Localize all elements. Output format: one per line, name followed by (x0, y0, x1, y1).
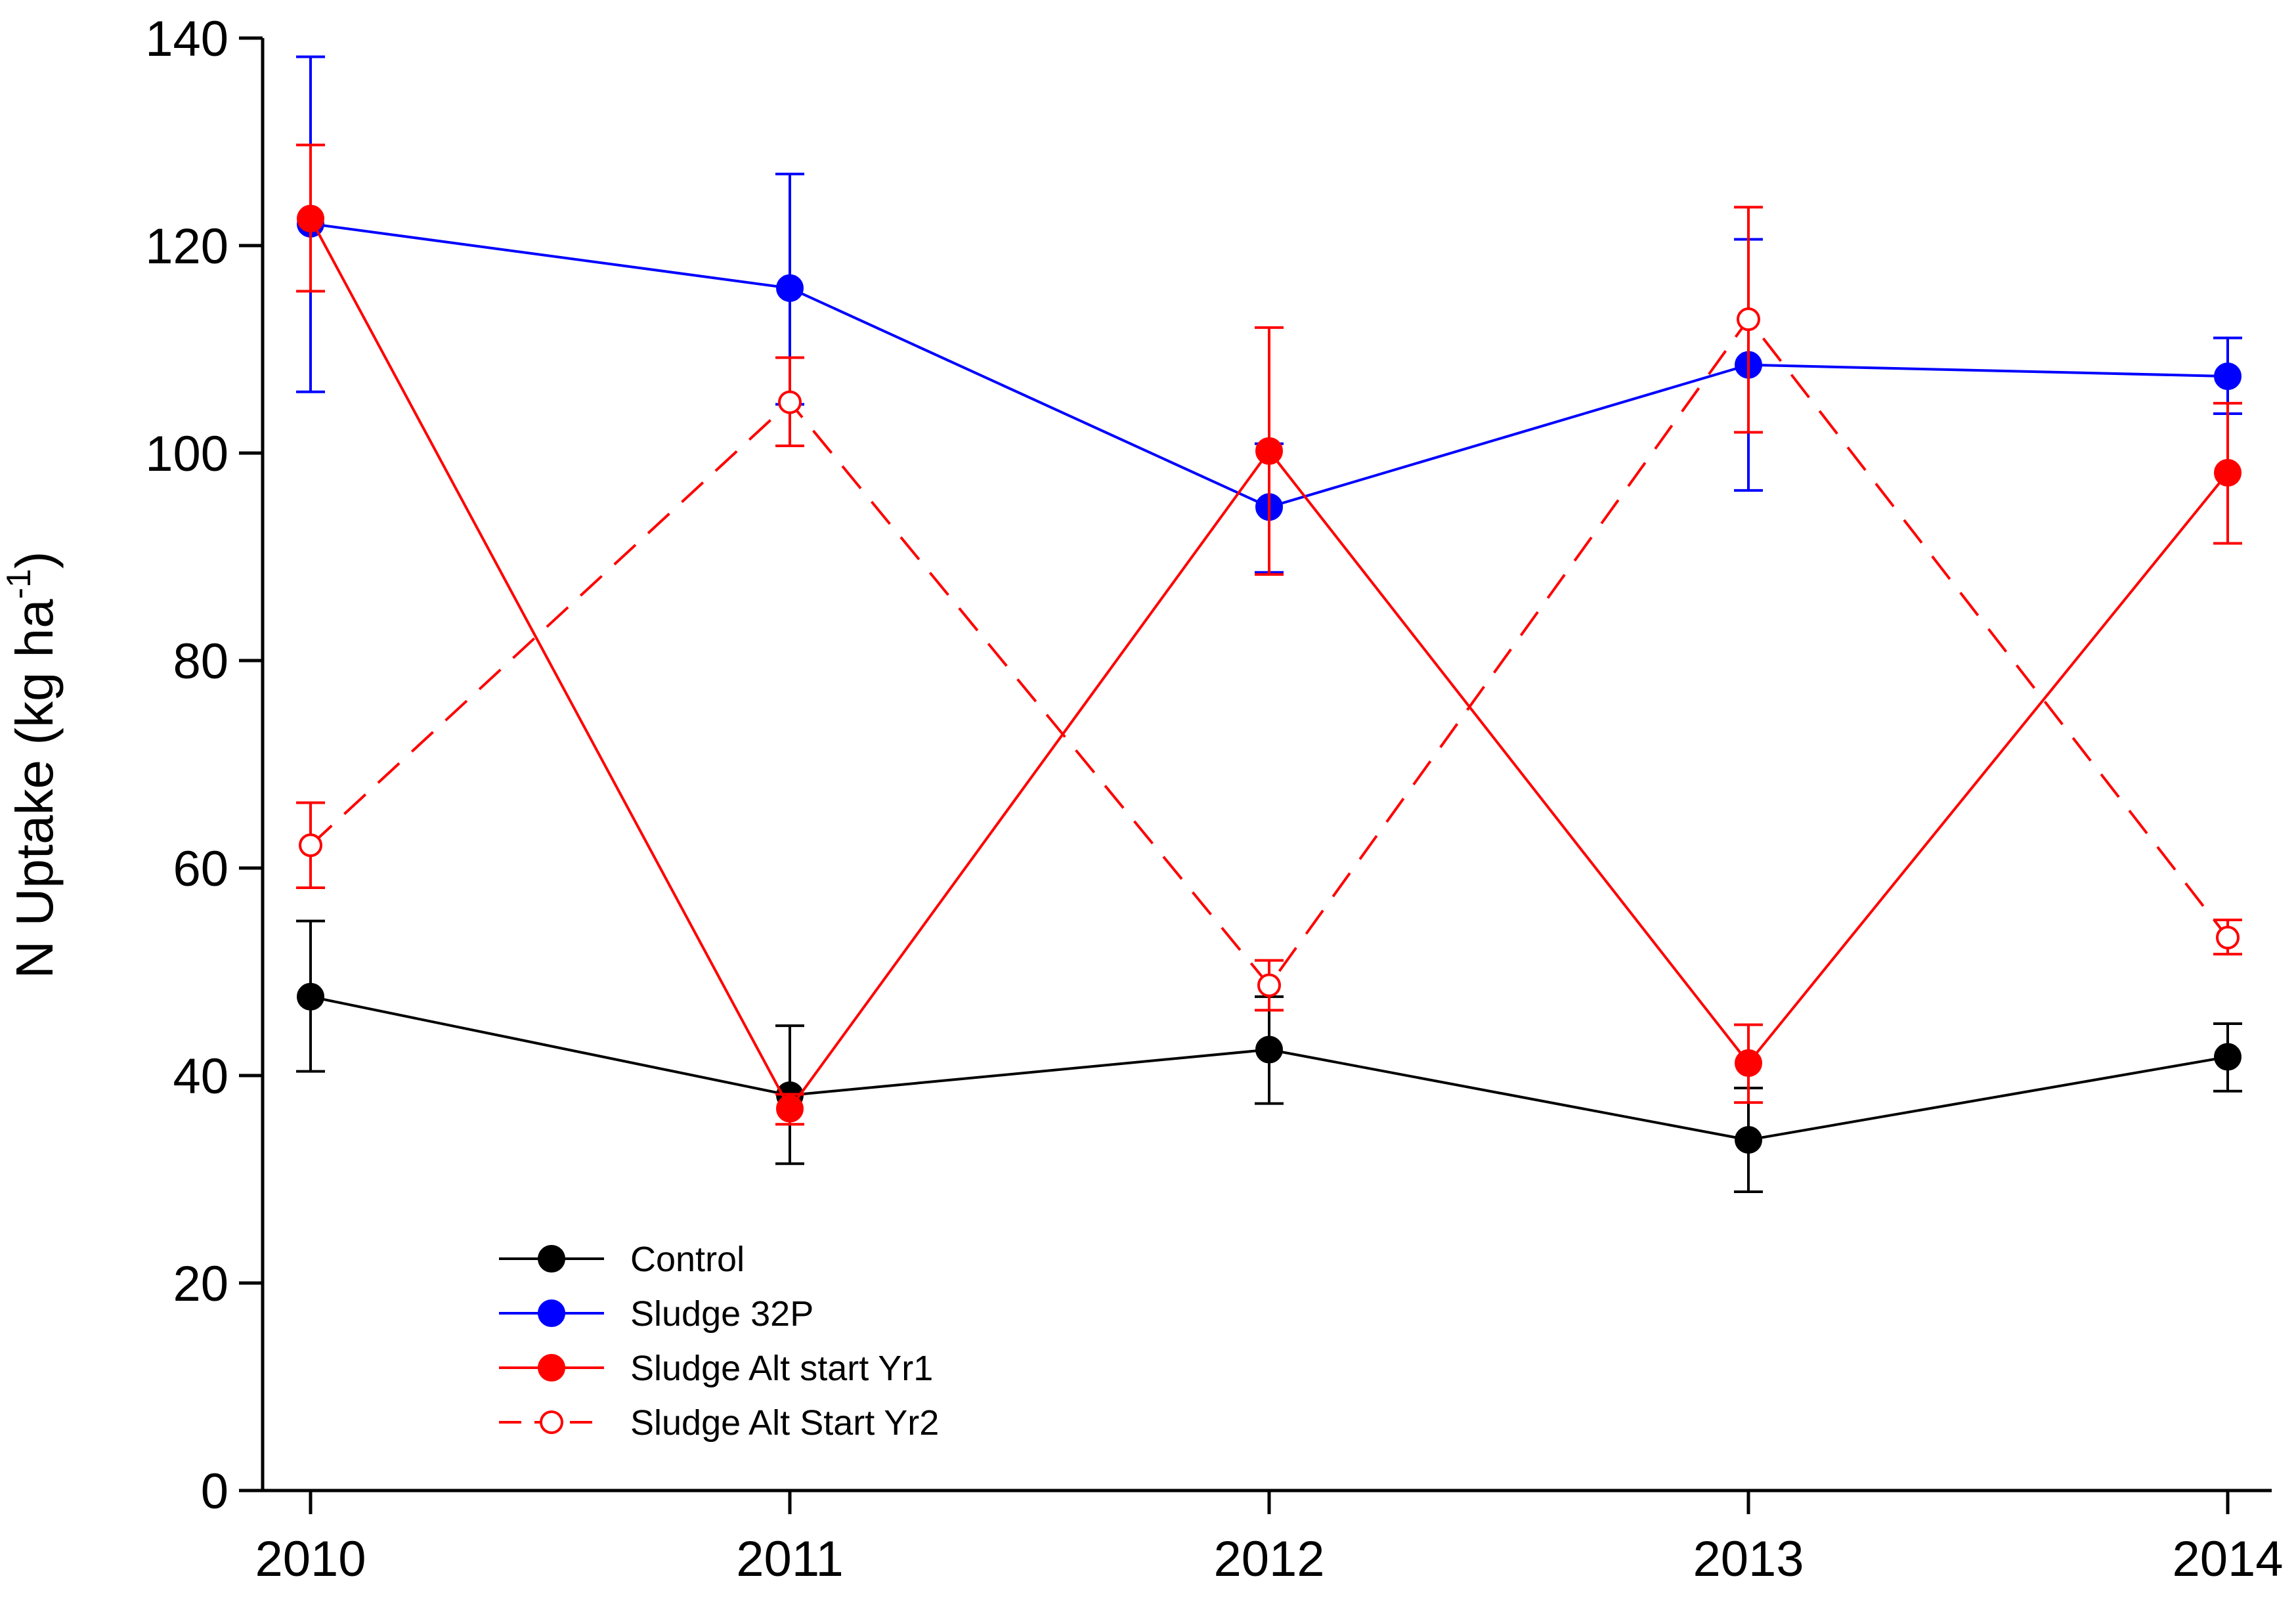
series-layer (296, 55, 2242, 1193)
data-point (297, 204, 324, 232)
y-tick-label: 20 (173, 1256, 228, 1312)
data-point (1735, 1125, 1762, 1154)
legend-swatch-marker (538, 1245, 565, 1273)
y-tick-label: 60 (173, 841, 228, 897)
y-tick-label: 80 (173, 634, 228, 689)
data-point (1737, 307, 1760, 332)
data-point (1255, 437, 1283, 465)
y-tick-label: 0 (201, 1464, 228, 1519)
x-axis-ticks: 2010 2011 2012 2013 2014 (255, 1491, 2284, 1587)
y-axis-title: N Uptake (kg ha-1) (0, 552, 64, 979)
y-tick-label: 100 (145, 426, 228, 482)
y-axis-title-superscript: -1 (0, 569, 38, 599)
legend-label: Sludge Alt start Yr1 (630, 1349, 933, 1388)
series-sludge-alt-start-yr2 (296, 206, 2242, 1012)
y-axis-ticks: 0 20 40 60 80 100 120 140 (145, 11, 263, 1519)
y-tick-label: 120 (145, 219, 228, 274)
legend: Control Sludge 32P Sludge Alt start Yr1 Slu… (499, 1240, 939, 1443)
legend-swatch-marker (540, 1410, 563, 1434)
legend-label: Sludge Alt Start Yr2 (630, 1403, 939, 1443)
data-point (299, 833, 322, 858)
data-point (776, 1095, 804, 1123)
x-tick-label: 2011 (736, 1531, 843, 1587)
legend-label: Control (630, 1240, 745, 1279)
y-tick-label: 40 (173, 1049, 228, 1104)
legend-item-sludge-32p: Sludge 32P (499, 1294, 813, 1334)
data-point (297, 982, 324, 1011)
legend-swatch-marker (538, 1354, 565, 1382)
x-tick-label: 2010 (255, 1531, 366, 1587)
legend-item-sludge-alt-start-yr1: Sludge Alt start Yr1 (499, 1349, 933, 1388)
legend-item-sludge-alt-start-yr2: Sludge Alt Start Yr2 (499, 1403, 939, 1443)
data-point (2214, 1043, 2242, 1071)
legend-label: Sludge 32P (630, 1294, 813, 1334)
x-tick-label: 2014 (2172, 1531, 2283, 1587)
series-control (296, 919, 2242, 1193)
axes (261, 38, 2272, 1492)
legend-swatch-marker (538, 1299, 565, 1327)
data-point (778, 390, 802, 414)
x-tick-label: 2012 (1213, 1531, 1324, 1587)
x-tick-label: 2013 (1693, 1531, 1804, 1587)
data-point (2216, 925, 2240, 949)
data-point (2214, 362, 2242, 391)
y-axis-title-main: N Uptake (kg ha (5, 599, 64, 979)
y-axis-title-close: ) (5, 552, 64, 569)
legend-item-control: Control (499, 1240, 745, 1279)
data-point (1255, 1035, 1283, 1064)
y-tick-label: 140 (145, 11, 228, 67)
data-point (776, 274, 804, 302)
data-point (1735, 1049, 1762, 1078)
series-sludge-alt-start-yr1 (296, 143, 2242, 1126)
data-point (1257, 973, 1281, 997)
data-point (2214, 459, 2242, 487)
